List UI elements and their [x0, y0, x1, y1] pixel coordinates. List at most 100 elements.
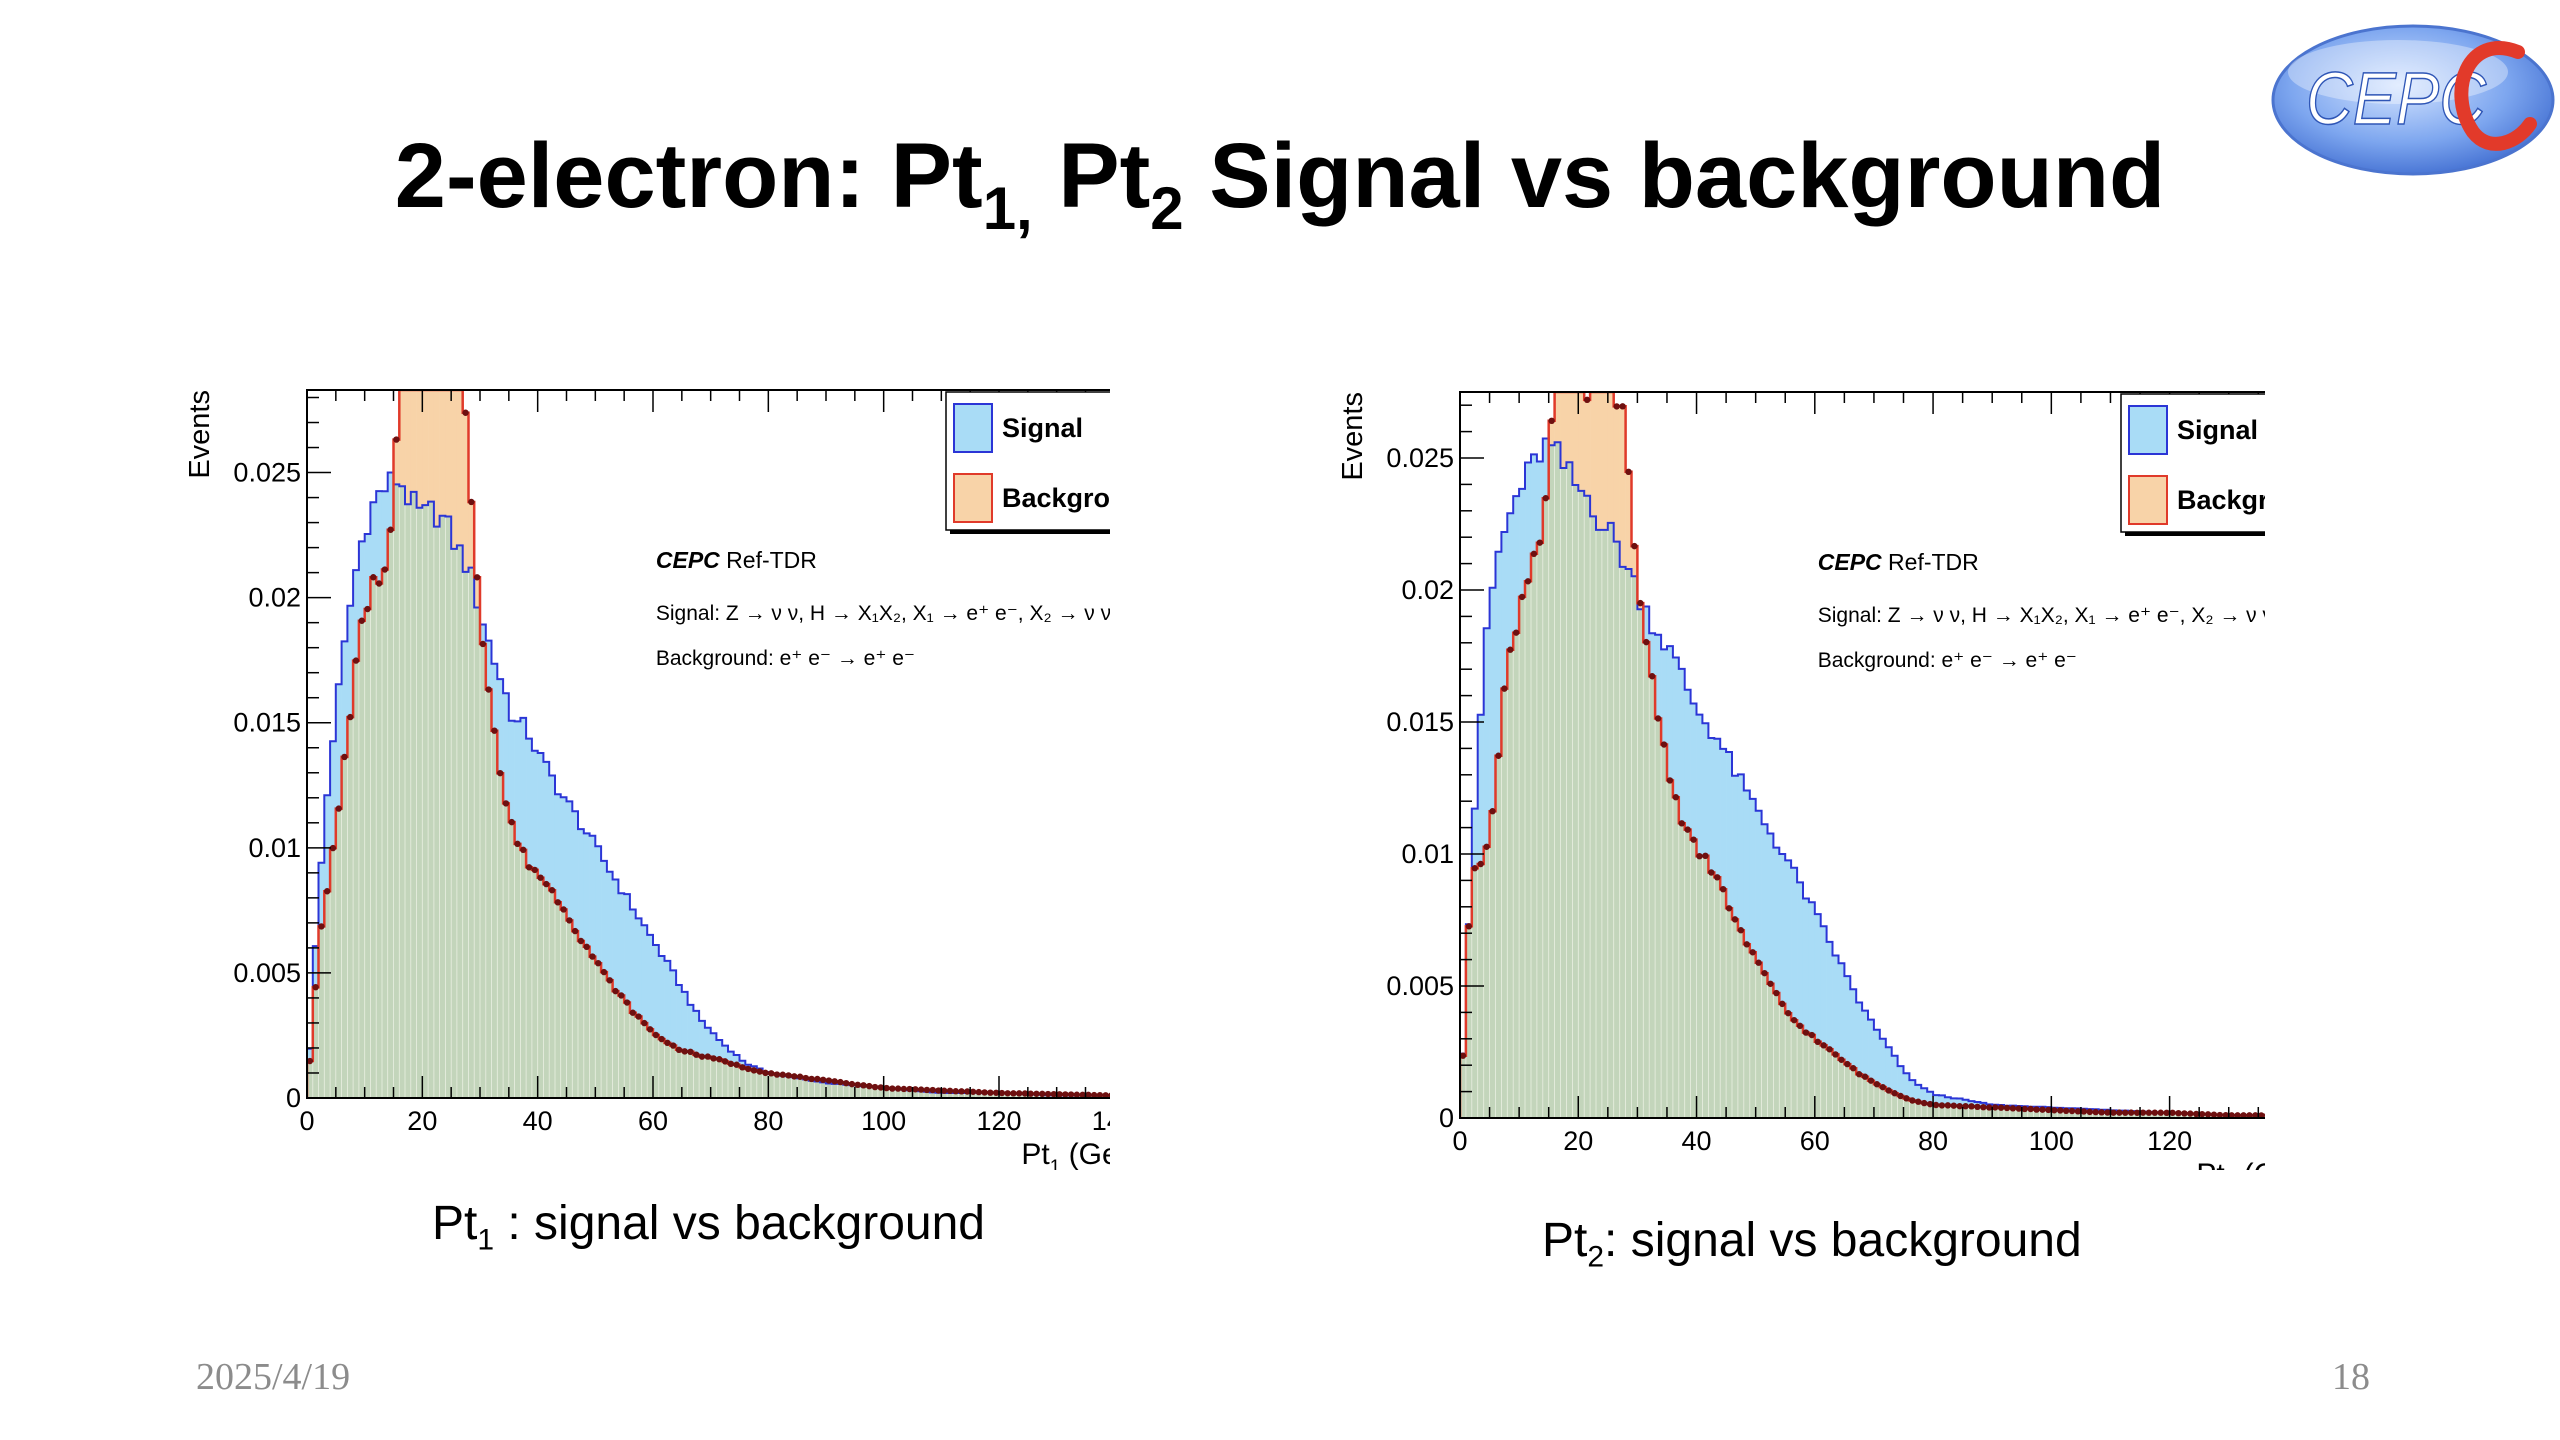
- background-point: [358, 617, 365, 624]
- background-point: [312, 983, 319, 991]
- background-point: [1808, 1031, 1816, 1039]
- background-point: [2169, 1109, 2176, 1116]
- overlap-bin: [958, 1092, 965, 1098]
- x-tick-label: 20: [1563, 1126, 1593, 1156]
- background-point: [323, 888, 331, 895]
- overlap-bin: [433, 526, 440, 1098]
- overlap-bin: [1732, 919, 1739, 1118]
- signal-bin: [635, 918, 642, 1017]
- background-point: [2080, 1108, 2088, 1115]
- background-point: [837, 1078, 844, 1086]
- overlap-bin: [1572, 485, 1579, 1118]
- y-tick-label: 0.025: [233, 458, 301, 488]
- overlap-bin: [1802, 1032, 1810, 1118]
- background-point: [1909, 1097, 1916, 1104]
- signal-bin: [612, 879, 619, 992]
- overlap-bin: [2057, 1110, 2064, 1118]
- overlap-bin: [2021, 1108, 2028, 1118]
- signal-bin: [1743, 790, 1751, 945]
- overlap-bin: [514, 843, 521, 1098]
- overlap-bin: [716, 1059, 723, 1098]
- background-point: [1879, 1083, 1887, 1091]
- background-point: [693, 1051, 700, 1058]
- background-point: [462, 409, 469, 416]
- signal-bin: [370, 502, 377, 578]
- signal-bin: [543, 761, 550, 885]
- background-point: [768, 1070, 775, 1077]
- overlap-bin: [641, 1023, 648, 1098]
- signal-bin: [353, 570, 360, 661]
- overlap-bin: [1649, 676, 1656, 1118]
- overlap-bin: [612, 991, 619, 1098]
- background-point: [1826, 1046, 1833, 1053]
- signal-bin: [1956, 1098, 1963, 1107]
- background-point: [600, 968, 608, 976]
- background-point: [393, 436, 400, 443]
- signal-bin: [1536, 461, 1544, 543]
- background-point: [2051, 1107, 2058, 1114]
- overlap-bin: [1921, 1103, 1928, 1118]
- background-point: [2198, 1110, 2206, 1118]
- signal-bin: [1773, 847, 1780, 994]
- background-point: [629, 1009, 637, 1016]
- signal-bin: [514, 721, 521, 844]
- background-point: [1684, 826, 1691, 833]
- overlap-bin: [1737, 930, 1745, 1118]
- overlap-bin: [906, 1090, 913, 1098]
- overlap-bin: [877, 1087, 884, 1098]
- overlap-bin: [1850, 1068, 1857, 1118]
- background-point: [675, 1046, 683, 1054]
- overlap-bin: [2004, 1107, 2011, 1118]
- x-tick-label: 120: [2147, 1126, 2192, 1156]
- y-tick-label: 0.015: [1386, 707, 1454, 737]
- background-point: [1814, 1038, 1821, 1046]
- background-point: [762, 1069, 769, 1077]
- signal-bin: [1666, 646, 1674, 781]
- signal-bin: [1737, 774, 1745, 931]
- overlap-bin: [445, 516, 452, 1098]
- signal-bin: [566, 801, 573, 921]
- background-point: [681, 1048, 688, 1055]
- overlap-bin: [883, 1088, 890, 1098]
- signal-bin: [1530, 454, 1538, 554]
- overlap-bin: [1661, 744, 1668, 1118]
- background-point: [1991, 1104, 1999, 1111]
- overlap-bin: [814, 1081, 821, 1098]
- annotation-title: CEPC Ref-TDR: [656, 547, 817, 573]
- background-point: [1861, 1073, 1869, 1080]
- overlap-bin: [797, 1078, 804, 1098]
- background-point: [1021, 1090, 1029, 1097]
- overlap-bin: [1909, 1100, 1916, 1118]
- background-point: [1039, 1090, 1046, 1098]
- overlap-bin: [416, 507, 423, 1098]
- overlap-bin: [768, 1073, 775, 1098]
- background-point: [946, 1087, 954, 1095]
- overlap-bin: [918, 1091, 925, 1098]
- background-point: [1897, 1092, 1904, 1100]
- x-tick-label: 40: [523, 1106, 553, 1136]
- signal-bin: [1814, 914, 1822, 1042]
- background-point: [1548, 417, 1555, 425]
- background-bin: [433, 390, 440, 527]
- overlap-bin: [1998, 1107, 2005, 1118]
- overlap-bin: [1761, 973, 1768, 1118]
- background-point: [1938, 1102, 1946, 1109]
- background-point: [1974, 1103, 1981, 1111]
- overlap-bin: [820, 1082, 827, 1098]
- overlap-bin: [601, 972, 608, 1098]
- overlap-bin: [520, 849, 527, 1098]
- overlap-bin: [549, 890, 556, 1098]
- background-point: [1743, 941, 1750, 948]
- background-point: [1702, 852, 1709, 860]
- overlap-bin: [1584, 495, 1591, 1118]
- y-axis-title: Events: [1337, 392, 1369, 481]
- background-point: [1090, 1091, 1098, 1098]
- overlap-bin: [508, 822, 515, 1098]
- overlap-bin: [947, 1092, 954, 1098]
- annotation-title: CEPC Ref-TDR: [1818, 549, 1979, 575]
- background-point: [2222, 1111, 2229, 1118]
- signal-bin: [347, 605, 354, 718]
- overlap-bin: [1856, 1074, 1863, 1118]
- background-point: [1755, 959, 1762, 966]
- overlap-bin: [1601, 529, 1609, 1118]
